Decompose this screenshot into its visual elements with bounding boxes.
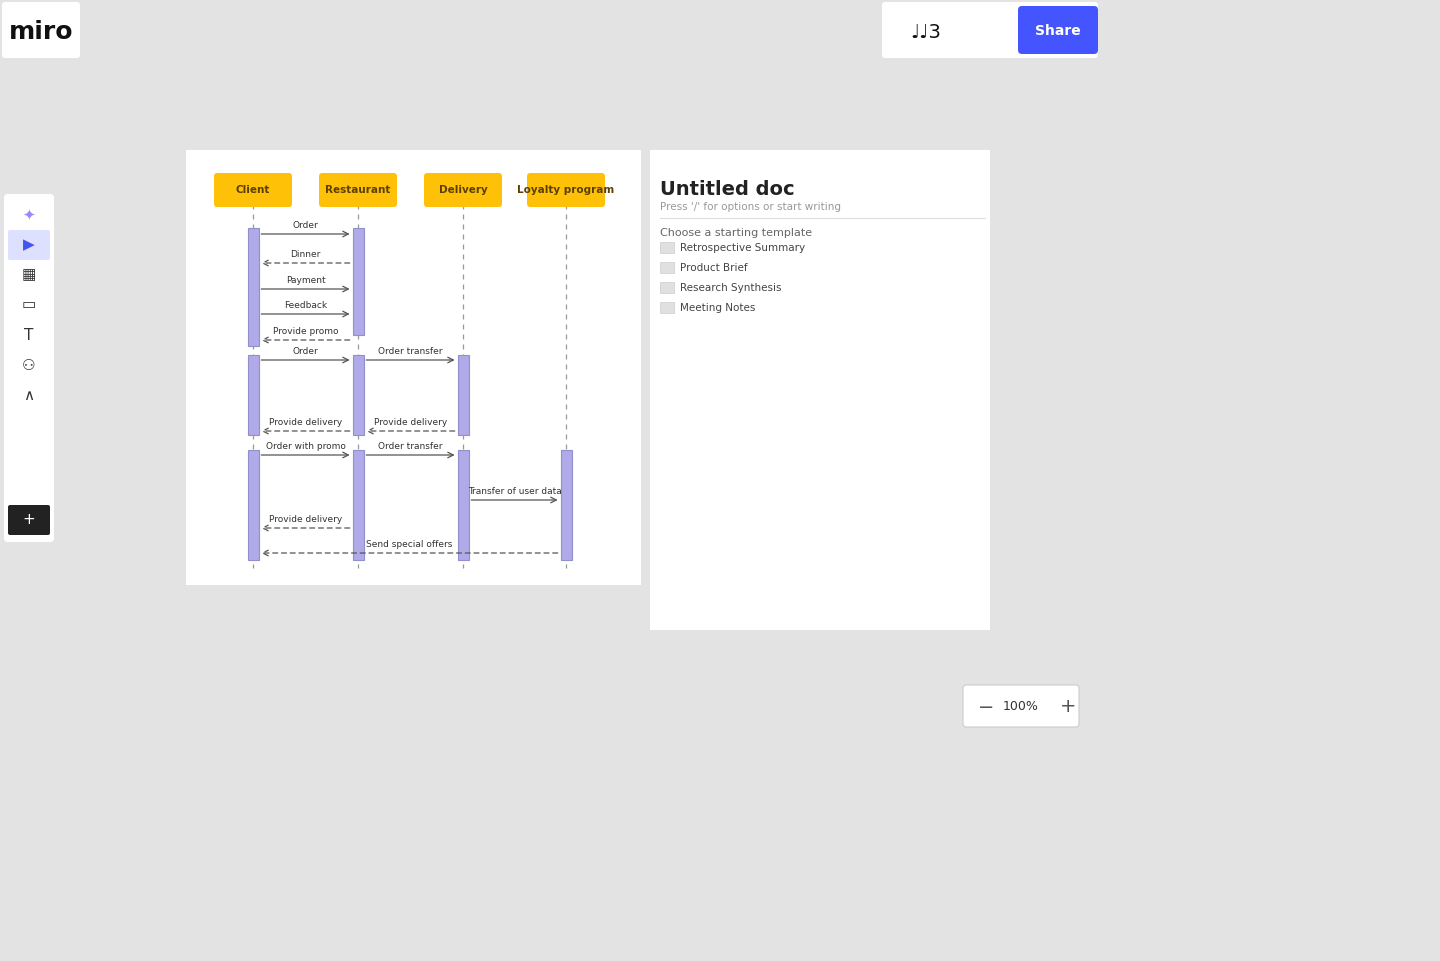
Text: Press '/' for options or start writing: Press '/' for options or start writing (660, 202, 841, 212)
Bar (248, 450, 259, 560)
Bar (353, 228, 363, 335)
Bar (458, 450, 468, 560)
Text: −: − (978, 698, 995, 717)
Bar (353, 355, 363, 435)
Text: Research Synthesis: Research Synthesis (680, 283, 782, 293)
Text: Product Brief: Product Brief (680, 263, 747, 273)
Text: Delivery: Delivery (439, 185, 487, 195)
Text: ▶: ▶ (23, 237, 35, 253)
Text: 100%: 100% (1004, 701, 1038, 713)
Bar (660, 302, 674, 313)
Text: Send special offers: Send special offers (366, 540, 452, 549)
Bar (186, 150, 641, 585)
FancyBboxPatch shape (215, 173, 292, 207)
Text: Client: Client (236, 185, 271, 195)
Bar (660, 262, 674, 273)
Text: Loyalty program: Loyalty program (517, 185, 615, 195)
FancyBboxPatch shape (881, 2, 1099, 58)
Text: Retrospective Summary: Retrospective Summary (680, 243, 805, 253)
Text: Feedback: Feedback (284, 301, 327, 310)
Text: Order: Order (292, 347, 318, 356)
Text: Provide promo: Provide promo (272, 327, 338, 336)
Text: Provide delivery: Provide delivery (269, 515, 343, 524)
FancyBboxPatch shape (1, 2, 81, 58)
FancyBboxPatch shape (423, 173, 503, 207)
Text: Payment: Payment (285, 276, 325, 285)
Text: Order: Order (292, 221, 318, 230)
Text: +: + (23, 512, 36, 528)
Text: ⚇: ⚇ (22, 357, 36, 373)
Text: ♩♩3: ♩♩3 (910, 22, 940, 41)
Text: Choose a starting template: Choose a starting template (660, 228, 812, 238)
FancyBboxPatch shape (320, 173, 397, 207)
FancyBboxPatch shape (963, 685, 1079, 727)
Text: T: T (24, 328, 33, 342)
Bar (353, 450, 363, 560)
Text: Transfer of user data: Transfer of user data (468, 487, 562, 496)
Text: Order transfer: Order transfer (379, 347, 442, 356)
Text: ▦: ▦ (22, 267, 36, 283)
FancyBboxPatch shape (9, 505, 50, 535)
Text: ▭: ▭ (22, 298, 36, 312)
Bar (660, 242, 674, 253)
Bar (560, 450, 572, 560)
Text: Untitled doc: Untitled doc (660, 180, 795, 199)
Text: +: + (1060, 698, 1076, 717)
FancyBboxPatch shape (1018, 6, 1099, 54)
Text: ✦: ✦ (23, 208, 36, 223)
Bar (248, 355, 259, 435)
Text: Dinner: Dinner (291, 250, 321, 259)
Bar (458, 355, 468, 435)
Text: Provide delivery: Provide delivery (374, 418, 448, 427)
Bar (649, 150, 991, 630)
FancyBboxPatch shape (9, 230, 50, 260)
Text: 𝗦𝗵𝗮𝗿𝗲: 𝗦𝗵𝗮𝗿𝗲 (1035, 24, 1081, 38)
Text: miro: miro (9, 20, 73, 44)
Text: Restaurant: Restaurant (325, 185, 390, 195)
Text: Order with promo: Order with promo (265, 442, 346, 451)
Text: ∧: ∧ (23, 387, 35, 403)
Bar (660, 282, 674, 293)
Text: Order transfer: Order transfer (379, 442, 442, 451)
Text: Meeting Notes: Meeting Notes (680, 303, 756, 313)
Text: Provide delivery: Provide delivery (269, 418, 343, 427)
FancyBboxPatch shape (527, 173, 605, 207)
FancyBboxPatch shape (4, 194, 55, 542)
Bar (248, 228, 259, 346)
